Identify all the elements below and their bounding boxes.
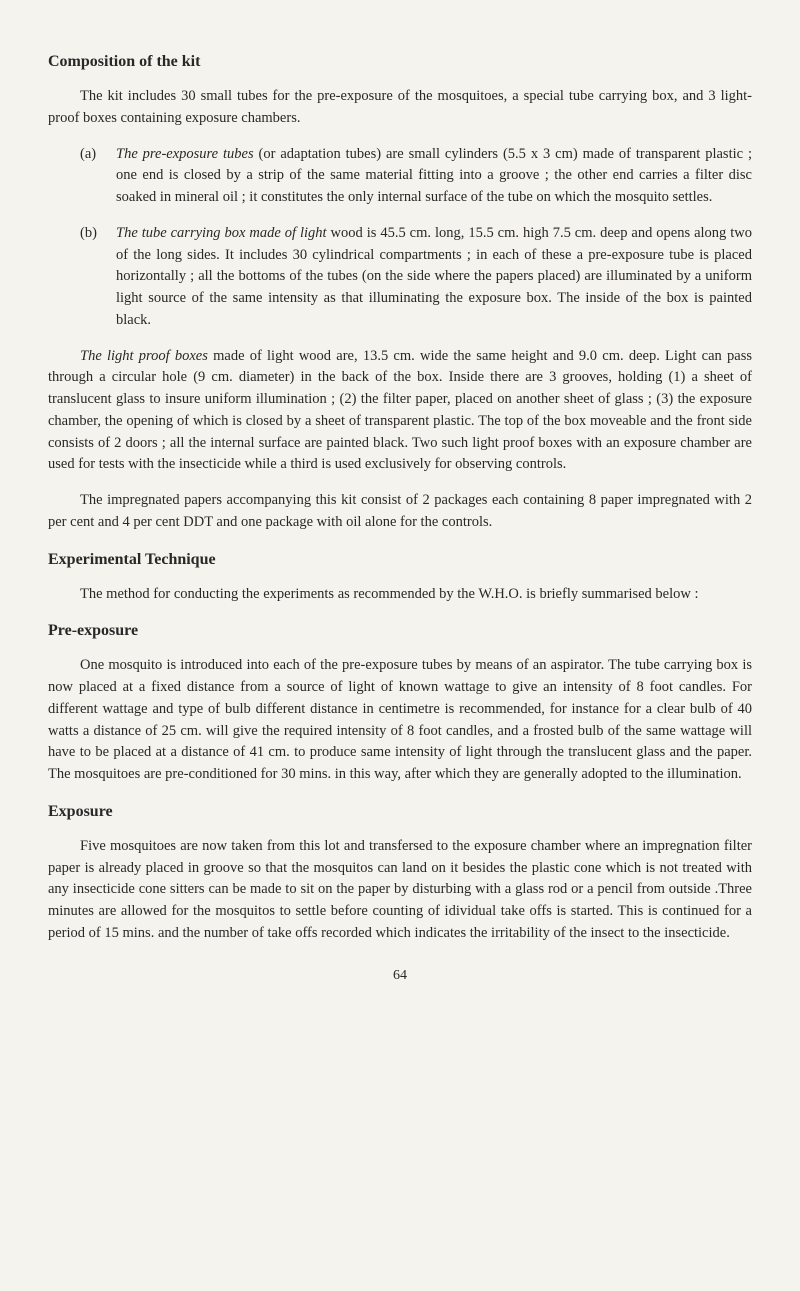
- heading-exposure: Exposure: [48, 800, 752, 824]
- list-item-a: (a) The pre-exposure tubes (or adaptatio…: [48, 144, 752, 209]
- item-a-italic: The pre-exposure tubes: [116, 146, 254, 162]
- paragraph-impregnated: The impregnated papers accompanying this…: [48, 490, 752, 534]
- paragraph-light-proof: The light proof boxes made of light wood…: [48, 346, 752, 477]
- paragraph-preexposure: One mosquito is introduced into each of …: [48, 655, 752, 786]
- paragraph-method: The method for conducting the experiment…: [48, 584, 752, 606]
- list-item-b: (b) The tube carrying box made of light …: [48, 223, 752, 332]
- heading-composition: Composition of the kit: [48, 50, 752, 74]
- heading-experimental: Experimental Technique: [48, 548, 752, 572]
- para2-text: made of light wood are, 13.5 cm. wide th…: [48, 348, 752, 473]
- para2-italic: The light proof boxes: [80, 348, 208, 364]
- item-b-italic: The tube carrying box made of light: [116, 225, 327, 241]
- paragraph-exposure: Five mosquitoes are now taken from this …: [48, 836, 752, 945]
- page-number: 64: [48, 965, 752, 986]
- paragraph-intro: The kit includes 30 small tubes for the …: [48, 86, 752, 130]
- list-marker-a: (a): [80, 144, 96, 166]
- list-marker-b: (b): [80, 223, 97, 245]
- heading-preexposure: Pre-exposure: [48, 619, 752, 643]
